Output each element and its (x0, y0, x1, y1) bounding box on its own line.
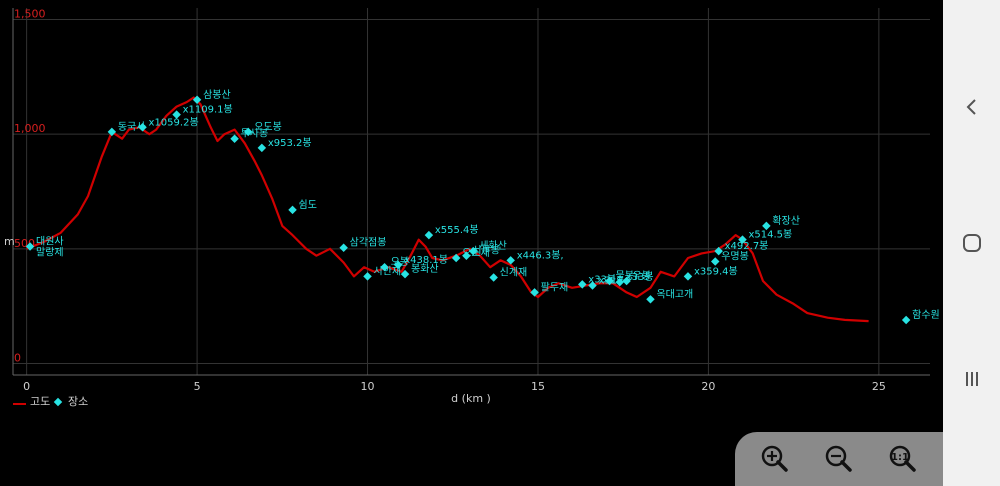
recents-button[interactable] (943, 359, 1000, 399)
place-marker (683, 272, 693, 281)
back-button[interactable] (943, 87, 1000, 127)
zoom-out-icon (825, 445, 852, 472)
place-label: x446.3봉, (517, 249, 564, 261)
place-marker (138, 123, 147, 132)
place-label: x492.7봉 (725, 240, 769, 252)
legend-diamond-swatch (53, 397, 63, 407)
elevation-chart[interactable]: 0 5 10 15 20 25 0 500 1,000 1,500 대원사 말랑제 동국사 x1059.… (0, 0, 943, 486)
place-label: 옥대고개 (656, 288, 693, 300)
x-tick-label: 0 (23, 380, 30, 393)
place-label: 팔두재 (541, 281, 569, 293)
zoom-controls: 1:1 (735, 432, 943, 486)
x-tick-label: 10 (361, 380, 375, 393)
place-marker (489, 273, 498, 282)
place-label: 우명봉 (721, 250, 749, 262)
place-marker (363, 272, 372, 281)
y-tick-label: 0 (14, 352, 21, 365)
x-tick-label: 25 (872, 380, 886, 393)
legend-label-places: 장소 (68, 395, 88, 408)
place-marker (380, 262, 389, 272)
place-label: x555.4봉 (435, 224, 479, 236)
place-marker (400, 269, 410, 279)
android-nav-bar (943, 0, 1000, 486)
place-label: x438.1봉 (404, 254, 448, 266)
place-label: x359.4봉 (694, 265, 738, 277)
place-marker (468, 246, 478, 256)
legend-label-elevation: 고도 (30, 395, 50, 408)
bars-icon (965, 372, 978, 386)
place-label: 동국사 (118, 121, 146, 133)
place-label: 유봉 (633, 270, 651, 282)
place-marker (615, 277, 625, 287)
place-label: 신계재 (500, 267, 528, 279)
zoom-in-button[interactable] (755, 439, 795, 479)
legend: 고도 장소 (13, 395, 88, 408)
place-label: 확장산 (772, 215, 800, 227)
place-label: x1059.2봉 (149, 116, 199, 128)
place-marker (172, 110, 181, 119)
place-marker (646, 295, 655, 304)
place-label: 함수원 (912, 309, 940, 321)
place-marker (107, 127, 117, 137)
chevron-left-icon (966, 99, 976, 115)
place-label: 삼봉산 (203, 89, 231, 101)
zoom-out-button[interactable] (819, 439, 859, 479)
place-marker (710, 257, 720, 266)
place-label: 말랑제 (36, 247, 64, 259)
place-marker (393, 260, 403, 270)
y-tick-label: 1,500 (14, 7, 46, 20)
place-marker (901, 315, 911, 325)
place-marker (288, 205, 297, 215)
x-tick-label: 20 (701, 380, 715, 393)
place-marker (530, 288, 539, 297)
place-label: x514.5봉 (749, 229, 793, 241)
place-marker (506, 256, 515, 265)
zoom-reset-icon: 1:1 (889, 445, 916, 472)
zoom-reset-button[interactable]: 1:1 (883, 439, 923, 479)
place-marker (243, 127, 253, 137)
place-label: 삼각점봉 (350, 237, 387, 249)
elevation-line (26, 96, 869, 323)
place-marker (192, 95, 202, 104)
x-tick-label: 5 (194, 380, 201, 393)
y-axis-label: m (4, 235, 15, 248)
place-marker (257, 143, 267, 153)
place-marker (462, 251, 471, 260)
place-marker (578, 280, 587, 289)
x-axis-label: d (km ) (451, 392, 491, 405)
place-marker (588, 281, 597, 290)
place-label: 세화산 (479, 240, 507, 252)
place-label: x953.2봉 (268, 137, 312, 149)
grid (13, 8, 930, 375)
place-label: 쉼도 (299, 199, 317, 211)
place-label: x1109.1봉 (183, 104, 233, 116)
x-tick-label: 15 (531, 380, 545, 393)
place-marker (339, 243, 348, 252)
place-label: 오도봉 (254, 121, 282, 133)
place-marker (424, 230, 434, 240)
place-marker (622, 276, 631, 286)
y-tick-label: 1,000 (14, 122, 46, 135)
place-label: 봉화산 (411, 263, 439, 275)
home-button[interactable] (943, 223, 1000, 263)
place-label: x33봉 (626, 271, 654, 283)
place-label: 시안재 (374, 265, 402, 277)
place-marker (605, 276, 614, 286)
zoom-in-icon (761, 445, 788, 472)
circle-icon (962, 234, 981, 252)
place-marker (230, 134, 239, 143)
place-label: 대원사 (36, 236, 64, 248)
place-label: 시루봉 (472, 245, 500, 257)
series-layer (26, 96, 869, 323)
svg-text:1:1: 1:1 (891, 452, 909, 463)
